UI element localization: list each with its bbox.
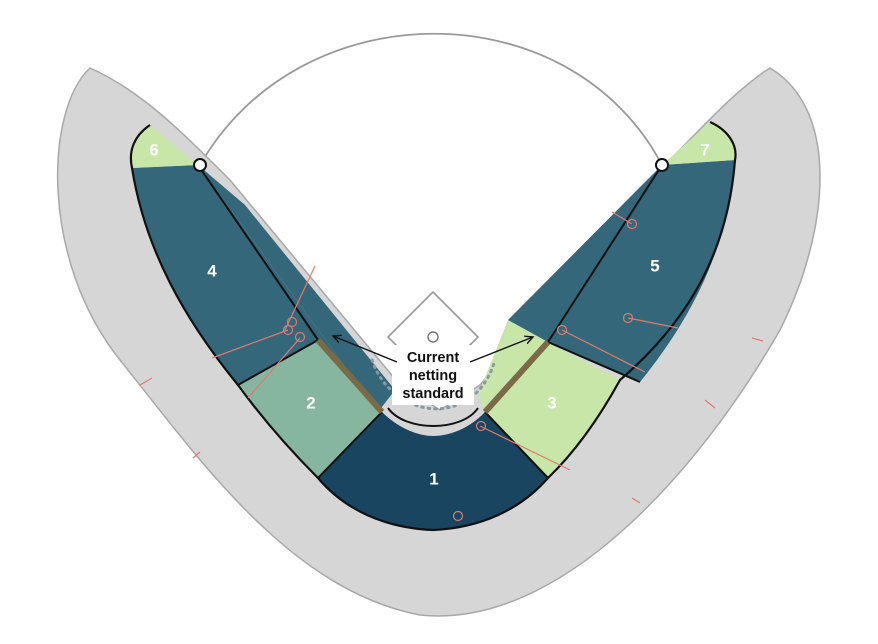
section-5 (548, 160, 735, 382)
edge-tick (139, 337, 764, 504)
section-label-5: 5 (650, 256, 659, 275)
foul-pole-left (193, 158, 207, 172)
marker-dot (626, 218, 638, 230)
section-1 (318, 412, 548, 530)
netting-left (315, 338, 385, 414)
backstop-arc (387, 407, 479, 427)
marker-dot (452, 510, 464, 522)
section-5-upper (508, 165, 662, 342)
annotation-arrow-left (333, 336, 398, 363)
field-outline (199, 32, 663, 166)
incident-markers (139, 211, 764, 522)
marker-dot (286, 316, 298, 328)
section-6 (130, 125, 198, 168)
marker-dot (282, 324, 294, 336)
section-divider-right (484, 164, 663, 479)
section-4-upper (198, 165, 395, 412)
annotation-line-3: standard (402, 386, 463, 402)
netting-right (482, 339, 551, 415)
section-label-6: 6 (149, 140, 158, 159)
annotation-line-1: Current (407, 350, 460, 366)
marker-dot (475, 420, 487, 432)
annotation-line-2: netting (409, 368, 457, 384)
marker-line (211, 265, 316, 399)
marker-dot (622, 312, 634, 324)
section-label-1: 1 (429, 469, 438, 488)
backstop-dots (370, 358, 497, 411)
foul-pole-right (655, 158, 669, 172)
marker-line (479, 211, 679, 471)
section-4 (132, 165, 378, 412)
seating-outline (129, 120, 737, 532)
annotation-bg (392, 345, 474, 405)
section-label-4: 4 (207, 261, 217, 280)
annotation-arrow-right (469, 337, 533, 363)
section-label-3: 3 (547, 393, 556, 412)
section-label-7: 7 (700, 140, 709, 159)
home-plate-marker (427, 331, 439, 343)
section-label-2: 2 (306, 393, 315, 412)
marker-dot (556, 324, 568, 336)
marker-dot (294, 331, 306, 343)
section-7 (662, 122, 736, 165)
